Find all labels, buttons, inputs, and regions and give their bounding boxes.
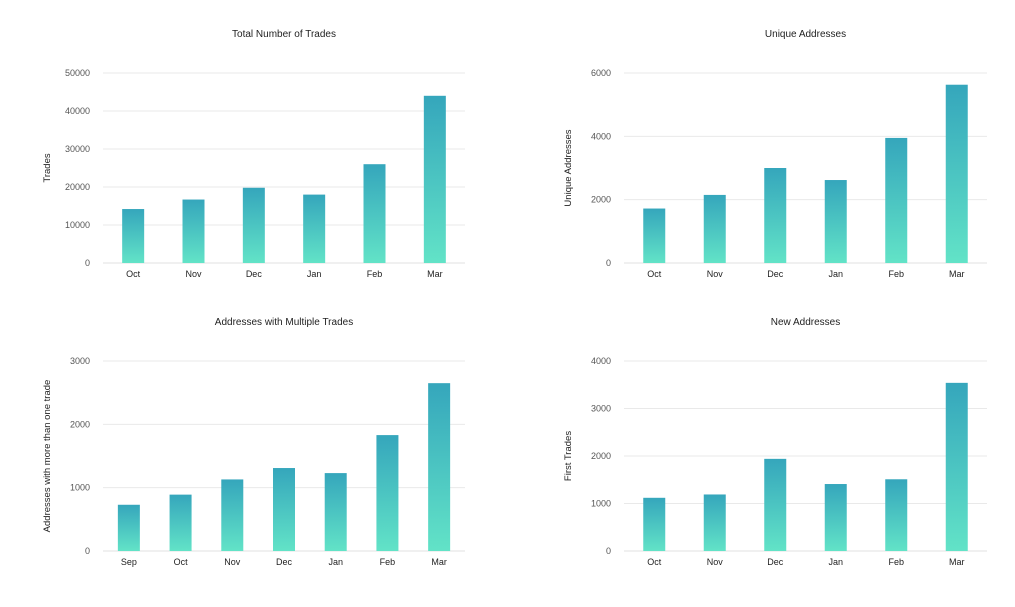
bar xyxy=(169,494,192,551)
x-tick-label: Jan xyxy=(307,269,322,279)
bar xyxy=(303,194,326,263)
bar xyxy=(764,458,787,551)
x-tick-label: Nov xyxy=(707,557,724,567)
bar xyxy=(945,84,968,263)
x-tick-label: Dec xyxy=(246,269,263,279)
x-tick-label: Oct xyxy=(174,557,189,567)
y-tick-label: 40000 xyxy=(65,106,90,116)
bar xyxy=(824,484,847,551)
chart-title: New Addresses xyxy=(771,317,840,328)
bar xyxy=(428,383,451,551)
y-tick-label: 3000 xyxy=(70,356,90,366)
x-tick-label: Nov xyxy=(224,557,241,567)
x-tick-label: Dec xyxy=(767,557,784,567)
chart-title: Unique Addresses xyxy=(765,29,846,40)
x-tick-label: Oct xyxy=(647,557,662,567)
y-tick-label: 1000 xyxy=(591,499,611,509)
bar xyxy=(824,180,847,263)
x-tick-label: Oct xyxy=(647,269,662,279)
x-tick-label: Jan xyxy=(828,557,843,567)
bar xyxy=(703,194,726,263)
bar xyxy=(221,479,244,551)
bar xyxy=(182,199,205,263)
y-tick-label: 0 xyxy=(606,546,611,556)
y-tick-label: 2000 xyxy=(70,419,90,429)
x-tick-label: Jan xyxy=(828,269,843,279)
bar xyxy=(703,494,726,551)
y-axis-label: First Trades xyxy=(563,431,574,481)
bar xyxy=(376,435,399,551)
bar xyxy=(885,479,908,551)
y-tick-label: 0 xyxy=(85,258,90,268)
x-tick-label: Mar xyxy=(431,557,447,567)
x-tick-label: Sep xyxy=(121,557,137,567)
y-tick-label: 20000 xyxy=(65,182,90,192)
y-tick-label: 0 xyxy=(606,258,611,268)
y-tick-label: 4000 xyxy=(591,131,611,141)
chart-svg: Addresses with Multiple Trades 0 1000 2000 3… xyxy=(42,317,465,567)
y-tick-label: 6000 xyxy=(591,68,611,78)
y-tick-label: 2000 xyxy=(591,451,611,461)
y-tick-label: 2000 xyxy=(591,195,611,205)
y-tick-label: 1000 xyxy=(70,483,90,493)
x-tick-label: Mar xyxy=(949,557,965,567)
y-tick-label: 4000 xyxy=(591,356,611,366)
bar xyxy=(273,468,295,551)
x-tick-label: Nov xyxy=(707,269,724,279)
x-tick-label: Feb xyxy=(888,557,904,567)
chart-svg: Unique Addresses 0 2000 4000 6000 Unique Addr… xyxy=(563,29,987,279)
x-tick-label: Feb xyxy=(888,269,904,279)
chart-svg: New Addresses 0 1000 2000 3000 4000 First Trad… xyxy=(563,317,987,567)
chart-panel-total-trades: Total Number of Trades 0 10000 20000 30000 40… xyxy=(0,0,507,301)
y-axis-label: Unique Addresses xyxy=(563,129,574,206)
x-tick-label: Mar xyxy=(427,269,443,279)
y-tick-label: 0 xyxy=(85,546,90,556)
chart-svg: Total Number of Trades 0 10000 20000 30000 40… xyxy=(42,29,465,279)
x-tick-label: Mar xyxy=(949,269,965,279)
bar xyxy=(643,497,666,551)
bar xyxy=(117,504,140,551)
x-tick-label: Dec xyxy=(276,557,293,567)
y-axis-label: Trades xyxy=(42,153,53,182)
y-tick-label: 30000 xyxy=(65,144,90,154)
chart-panel-unique-addresses: Unique Addresses 0 2000 4000 6000 Unique Addr… xyxy=(507,0,1015,301)
bar xyxy=(945,382,968,551)
bar xyxy=(242,187,265,263)
chart-title: Total Number of Trades xyxy=(232,29,336,40)
y-tick-label: 10000 xyxy=(65,220,90,230)
x-tick-label: Feb xyxy=(367,269,383,279)
y-axis-label: Addresses with more than one trade xyxy=(42,380,53,533)
bar xyxy=(764,168,787,263)
bar xyxy=(324,473,347,551)
x-tick-label: Nov xyxy=(185,269,202,279)
bar xyxy=(363,164,386,263)
chart-panel-new-addresses: New Addresses 0 1000 2000 3000 4000 First Trad… xyxy=(507,301,1015,602)
bar xyxy=(423,95,446,263)
y-tick-label: 50000 xyxy=(65,68,90,78)
x-tick-label: Jan xyxy=(328,557,343,567)
bar xyxy=(885,137,908,263)
y-tick-label: 3000 xyxy=(591,404,611,414)
x-tick-label: Dec xyxy=(767,269,784,279)
bar xyxy=(122,209,145,263)
x-tick-label: Feb xyxy=(380,557,396,567)
bar xyxy=(643,208,666,263)
chart-title: Addresses with Multiple Trades xyxy=(215,317,353,328)
x-tick-label: Oct xyxy=(126,269,141,279)
chart-panel-multiple-trades: Addresses with Multiple Trades 0 1000 2000 3… xyxy=(0,301,507,602)
